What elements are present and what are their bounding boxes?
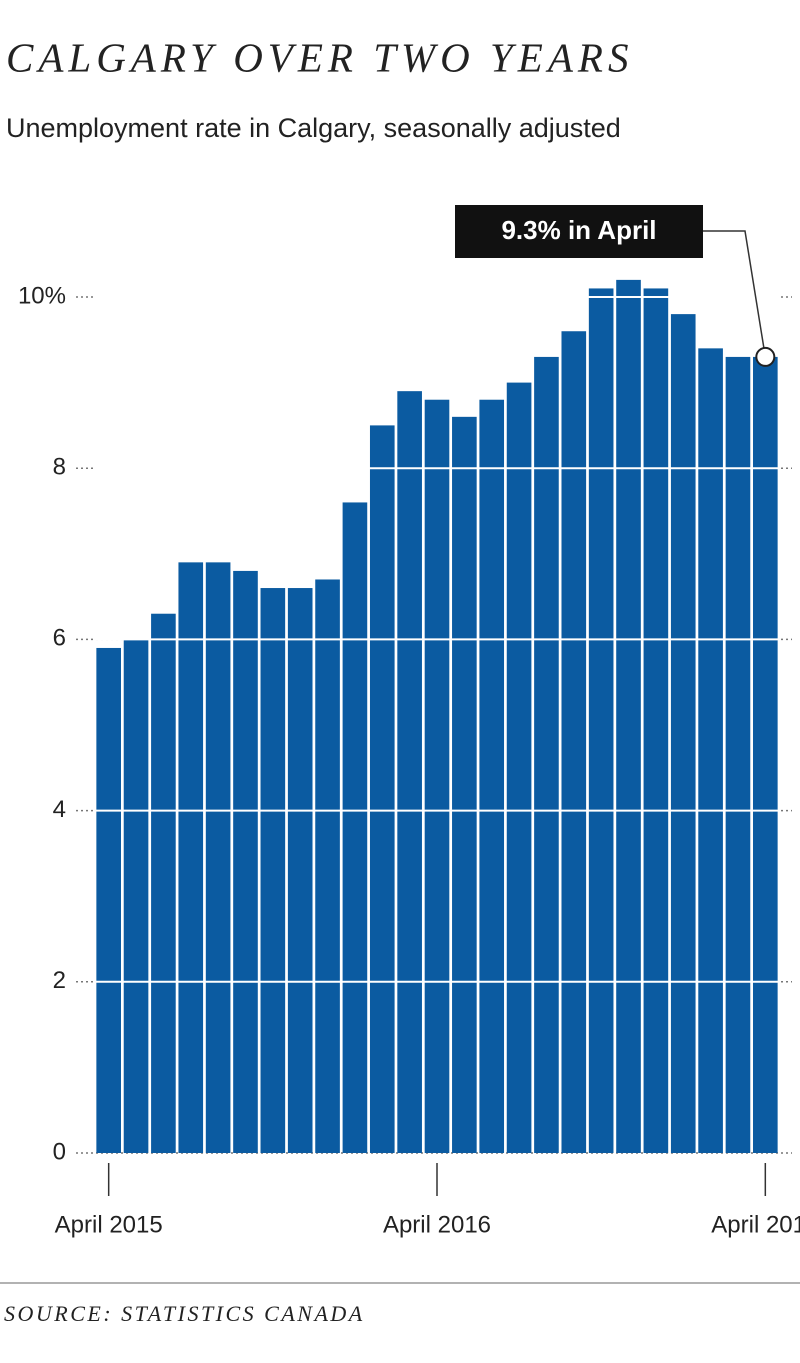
y-tick-label: 4 [53, 796, 66, 823]
bar [205, 562, 231, 1153]
bar [643, 288, 669, 1153]
bar [506, 382, 532, 1154]
y-tick-label: 10% [18, 282, 66, 309]
y-tick-label: 2 [53, 967, 66, 994]
bar [342, 502, 368, 1153]
x-tick-label: April 2017 [711, 1211, 800, 1238]
bar [260, 588, 286, 1153]
y-tick-label: 8 [53, 454, 66, 481]
annotation-box [455, 205, 703, 258]
bar [233, 570, 258, 1153]
bar [698, 348, 723, 1153]
bar [479, 399, 505, 1154]
bar [534, 356, 559, 1153]
annotation-leader [703, 230, 767, 358]
chart-subtitle: Unemployment rate in Calgary, seasonally… [6, 113, 621, 143]
bar [123, 639, 149, 1153]
bar [561, 331, 587, 1153]
bar [616, 279, 641, 1153]
bar [452, 416, 477, 1154]
source: SOURCE: STATISTICS CANADA [4, 1301, 365, 1326]
x-tick-label: April 2016 [383, 1211, 491, 1238]
bar [96, 647, 121, 1153]
bar [588, 288, 614, 1153]
annotation-text: 9.3% in April [501, 215, 656, 245]
bar [151, 613, 176, 1153]
highlight-point [755, 346, 776, 367]
bar [287, 588, 313, 1153]
bar [315, 579, 340, 1153]
bar [753, 356, 778, 1153]
bar [369, 425, 395, 1153]
chart-title: CALGARY OVER TWO YEARS [6, 34, 633, 80]
bar [725, 356, 751, 1153]
x-tick-label: April 2015 [55, 1211, 163, 1238]
bar [397, 391, 422, 1153]
bar [424, 399, 450, 1154]
y-tick-label: 0 [53, 1138, 66, 1165]
y-tick-label: 6 [53, 625, 66, 652]
bar [178, 562, 204, 1153]
bar [670, 314, 696, 1153]
